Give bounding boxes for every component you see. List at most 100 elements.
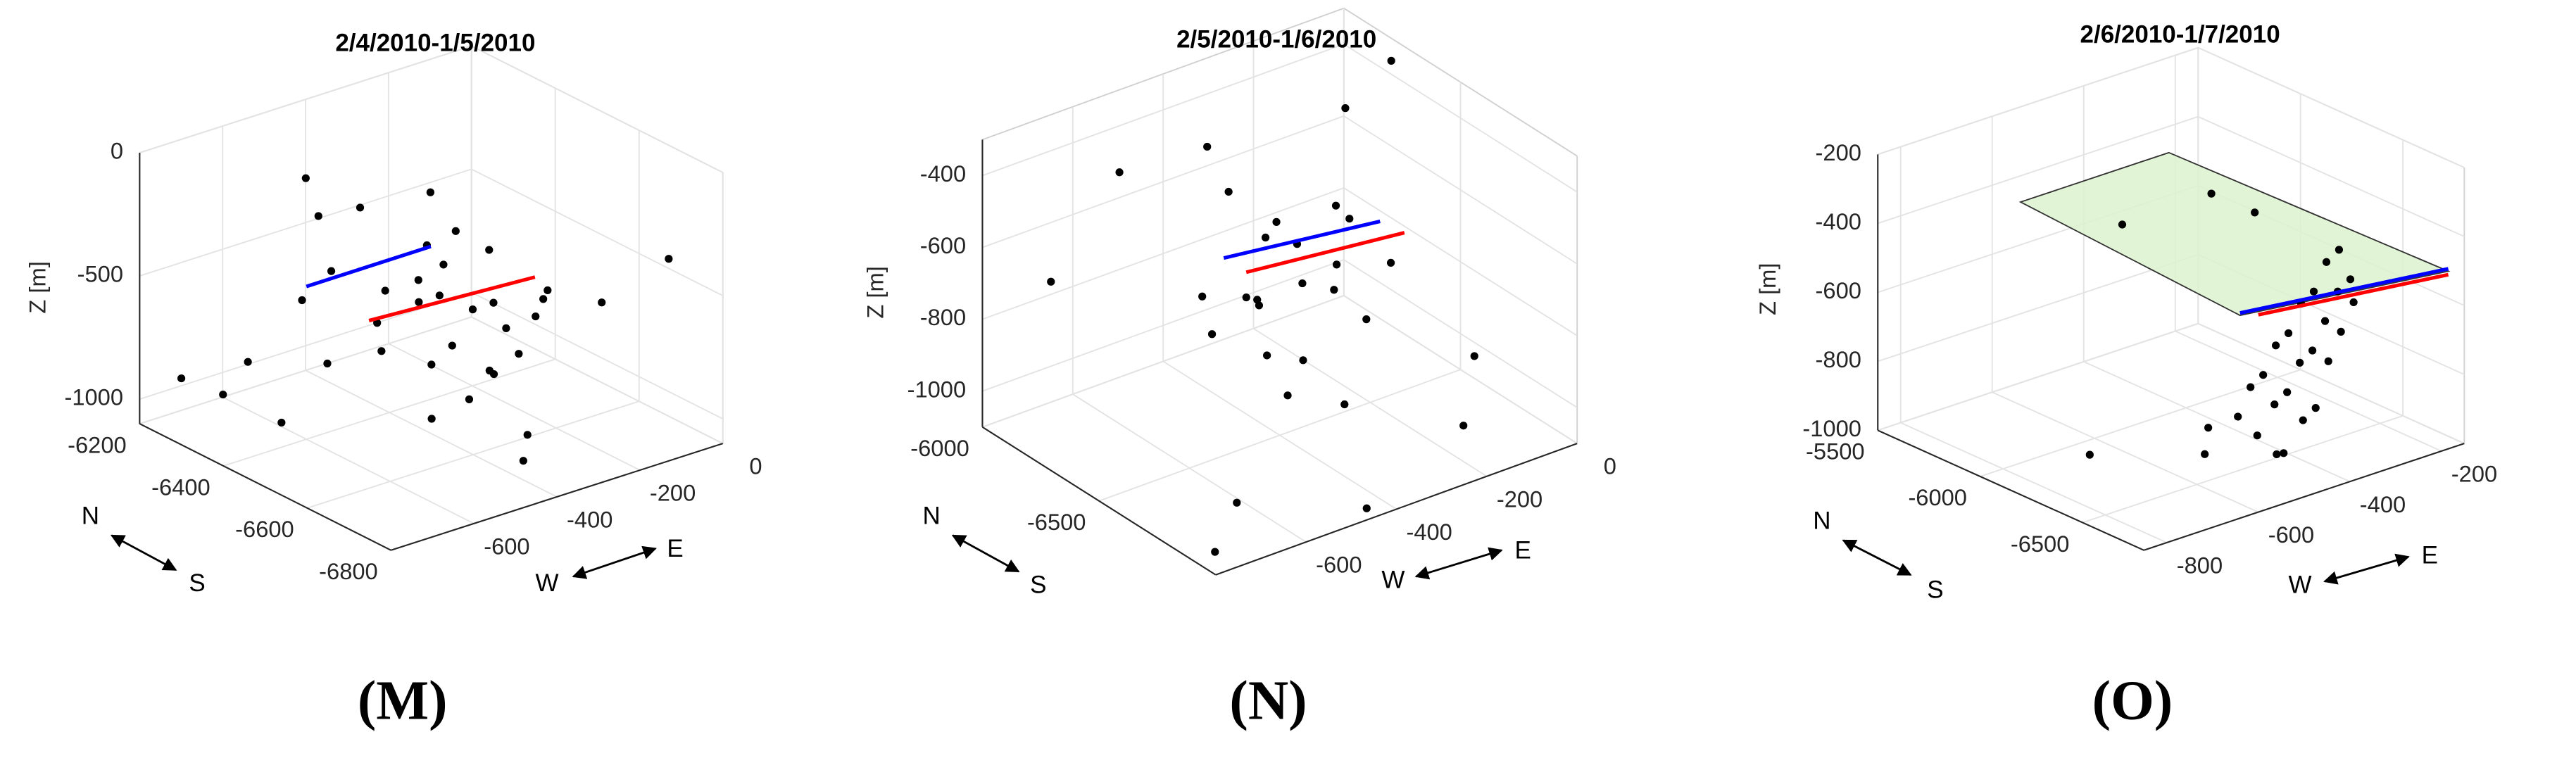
event-point	[1115, 168, 1124, 177]
event-point	[1233, 498, 1241, 507]
z-tick-label: -500	[77, 261, 123, 287]
event-point	[327, 267, 336, 275]
event-point	[519, 457, 527, 465]
y-tick-label: -6000	[1908, 484, 1967, 510]
event-point	[1242, 293, 1250, 302]
event-point	[2204, 424, 2213, 432]
event-point	[1459, 422, 1468, 430]
event-point	[1387, 56, 1395, 65]
grid-line	[982, 187, 1578, 336]
direction-arrow	[1414, 547, 1503, 580]
event-point	[323, 359, 332, 368]
fit-line	[1245, 231, 1405, 274]
event-point	[427, 360, 436, 369]
event-point	[244, 358, 252, 366]
event-point	[2118, 220, 2127, 229]
event-point	[1341, 104, 1350, 113]
event-point	[1470, 352, 1478, 360]
event-point	[1263, 351, 1271, 360]
x-tick-label: -600	[2268, 522, 2314, 548]
grid-line	[305, 99, 558, 498]
event-point	[1362, 315, 1371, 324]
box-edge	[1877, 46, 2465, 168]
event-point	[1345, 215, 1354, 223]
y-tick-label: -6000	[910, 435, 969, 461]
event-point	[523, 431, 532, 439]
box-edge	[139, 316, 724, 444]
event-point	[2308, 346, 2317, 355]
event-point	[485, 366, 494, 375]
direction-label: E	[2422, 541, 2438, 569]
x-axis	[391, 443, 724, 551]
x-tick-label: -400	[1406, 519, 1452, 545]
direction-label: E	[1515, 536, 1531, 564]
grid-line	[139, 45, 724, 173]
grid-line	[1877, 322, 2465, 444]
event-point	[539, 295, 548, 303]
event-point	[2280, 449, 2288, 457]
z-tick-label: -800	[1816, 346, 1861, 372]
event-point	[1330, 286, 1338, 294]
z-axis-label: Z [m]	[862, 266, 888, 318]
y-tick-label: -6400	[151, 474, 211, 500]
z-tick-label: -600	[920, 232, 966, 258]
z-tick-label: -800	[920, 304, 966, 330]
event-point	[448, 341, 456, 350]
event-point	[451, 227, 460, 235]
event-point	[468, 305, 477, 314]
event-point	[2259, 371, 2268, 379]
x-tick-label: -600	[484, 533, 529, 559]
event-point	[1340, 400, 1349, 409]
event-point	[2322, 258, 2331, 266]
event-point	[1211, 548, 1219, 556]
grid-line	[982, 259, 1578, 408]
event-point	[485, 246, 494, 254]
event-point	[2085, 450, 2094, 459]
grid-line	[1877, 46, 2465, 168]
event-point	[219, 390, 227, 399]
event-point	[2324, 357, 2332, 365]
z-tick-label: -1000	[1802, 415, 1861, 441]
event-point	[1207, 330, 1217, 339]
event-point	[665, 255, 673, 263]
event-point	[426, 188, 434, 196]
event-point	[1224, 187, 1233, 196]
panel-label: (M)	[358, 670, 448, 732]
y-tick-label: -6500	[1027, 509, 1086, 535]
z-tick-label: -1000	[64, 384, 123, 410]
grid-line	[982, 8, 1345, 428]
x-tick-label: -400	[2360, 491, 2406, 517]
event-point	[2320, 317, 2330, 325]
event-point	[2283, 388, 2292, 396]
direction-label: N	[82, 502, 99, 529]
event-point	[2346, 275, 2355, 284]
grid-line	[982, 43, 1578, 193]
fit-line	[2258, 272, 2449, 317]
event-point	[544, 286, 552, 295]
y-tick-label: -6800	[319, 558, 378, 584]
z-tick-label: -400	[920, 160, 966, 187]
event-point	[301, 174, 310, 182]
y-axis	[139, 423, 391, 551]
event-point	[1198, 292, 1207, 301]
fit-line	[2239, 267, 2449, 315]
direction-label: E	[667, 535, 683, 562]
event-point	[2311, 404, 2320, 412]
event-point	[1283, 391, 1292, 400]
event-point	[502, 324, 510, 332]
event-point	[2337, 327, 2345, 336]
event-point	[2251, 208, 2259, 217]
fit-line	[1223, 219, 1381, 260]
event-point	[1331, 201, 1340, 210]
direction-label: S	[1030, 571, 1046, 598]
event-point	[439, 260, 448, 269]
y-tick-label: -6600	[235, 516, 294, 542]
event-point	[2253, 431, 2261, 440]
event-point	[515, 350, 523, 358]
chart-title: 2/5/2010-1/6/2010	[1176, 26, 1376, 53]
direction-arrow	[2323, 553, 2410, 585]
grid-line	[387, 72, 641, 471]
event-point	[1203, 142, 1212, 151]
z-tick-label: -200	[1816, 139, 1861, 165]
